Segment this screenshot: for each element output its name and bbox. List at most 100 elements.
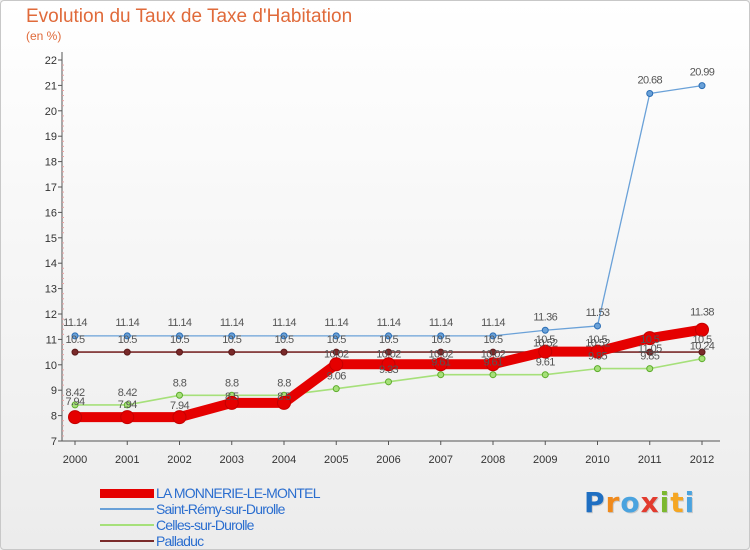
data-label: 10.5: [118, 334, 137, 346]
legend-label: Celles-sur-Durolle: [156, 517, 254, 533]
data-label: 11.14: [63, 317, 87, 329]
series-point: [68, 410, 82, 425]
series-point: [176, 348, 183, 356]
series-point: [280, 332, 288, 340]
series-point: [176, 391, 183, 399]
series-point: [224, 395, 239, 410]
data-label: 9.61: [483, 357, 502, 369]
y-tick-label: 9: [51, 385, 57, 397]
data-label: 10.5: [692, 334, 711, 346]
data-label: 9.61: [431, 357, 450, 369]
x-tick-label: 2008: [481, 454, 505, 466]
data-label: 10.52: [585, 338, 610, 350]
data-label: 7.94: [170, 400, 189, 412]
series-point: [698, 355, 706, 363]
y-tick-label: 10: [45, 360, 57, 372]
data-label: 10.02: [376, 348, 401, 360]
x-tick-label: 2007: [429, 454, 453, 466]
series-point: [541, 371, 549, 379]
x-tick-label: 2004: [272, 454, 296, 466]
x-tick-label: 2011: [638, 454, 662, 466]
data-label: 8.42: [65, 387, 84, 399]
data-label: 10.02: [481, 348, 506, 360]
chart-title: Evolution du Taux de Taxe d'Habitation: [26, 6, 353, 27]
y-tick-label: 8: [51, 411, 57, 423]
data-label: 9.33: [379, 364, 398, 376]
series-point: [594, 322, 601, 330]
data-label: 7.94: [65, 396, 84, 408]
legend-label: Palladuc: [156, 533, 204, 549]
y-tick-label: 20: [45, 106, 57, 118]
data-label: 10.5: [170, 334, 189, 346]
series-point: [538, 344, 553, 359]
series-point: [698, 348, 706, 356]
series-point: [541, 326, 549, 334]
data-label: 10.5: [222, 334, 241, 346]
series-point: [489, 371, 497, 379]
series-point: [489, 348, 497, 356]
series-point: [642, 331, 657, 346]
x-tick-label: 2010: [585, 454, 609, 466]
series-point: [228, 348, 236, 356]
series-point: [489, 332, 497, 340]
y-tick-label: 17: [45, 182, 57, 194]
series-point: [332, 332, 340, 340]
series-point: [280, 348, 288, 356]
data-label: 8.5: [277, 391, 291, 403]
series-point: [437, 371, 445, 379]
data-label: 10.5: [536, 334, 555, 346]
data-label: 9.85: [588, 351, 607, 363]
data-label: 10.52: [533, 338, 558, 350]
data-label: 11.14: [168, 317, 192, 329]
series-point: [695, 322, 709, 337]
y-tick-label: 13: [45, 284, 57, 296]
data-label: 11.14: [429, 317, 453, 329]
x-tick-label: 2009: [533, 454, 557, 466]
series-point: [123, 401, 131, 409]
y-tick-label: 15: [45, 233, 57, 245]
series-point: [646, 90, 654, 98]
data-label: 20.99: [690, 67, 715, 79]
series-point: [176, 332, 183, 340]
legend-swatch: [100, 540, 154, 542]
data-label: 10.5: [483, 334, 502, 346]
series-point: [329, 357, 344, 372]
data-label: 20.68: [637, 75, 662, 87]
series-point: [228, 332, 236, 340]
series-point: [646, 348, 654, 356]
y-tick-label: 7: [51, 436, 57, 448]
legend-label: LA MONNERIE-LE-MONTEL: [156, 485, 320, 501]
data-label: 11.36: [533, 311, 557, 323]
y-tick-label: 12: [45, 309, 57, 321]
series-point: [71, 332, 79, 340]
proxiti-logo: Proxiti: [584, 486, 696, 519]
x-tick-label: 2006: [376, 454, 400, 466]
data-label: 11.38: [690, 307, 714, 319]
series-point: [123, 348, 131, 356]
data-label: 10.5: [327, 334, 346, 346]
data-label: 11.53: [586, 307, 610, 319]
x-tick-label: 2012: [690, 454, 714, 466]
y-tick-label: 16: [45, 207, 57, 219]
data-label: 11.05: [638, 343, 662, 355]
series-line-1: [75, 85, 703, 337]
data-label: 10.5: [65, 334, 84, 346]
series-point: [71, 401, 79, 409]
series-point: [385, 332, 392, 340]
data-label: 8.8: [277, 377, 291, 389]
data-label: 10.24: [690, 341, 715, 353]
data-label: 10.02: [324, 348, 349, 360]
data-label: 10.5: [640, 334, 659, 346]
series-point: [332, 348, 340, 356]
x-tick-label: 2001: [115, 454, 139, 466]
y-tick-label: 21: [45, 80, 57, 92]
series-point: [381, 357, 396, 372]
data-label: 11.14: [481, 317, 505, 329]
series-point: [385, 348, 392, 356]
series-point: [698, 82, 706, 90]
y-tick-label: 14: [45, 258, 57, 270]
series-point: [71, 348, 79, 356]
legend-swatch: [100, 524, 154, 526]
data-label: 10.5: [431, 334, 450, 346]
data-label: 9.06: [327, 371, 346, 383]
